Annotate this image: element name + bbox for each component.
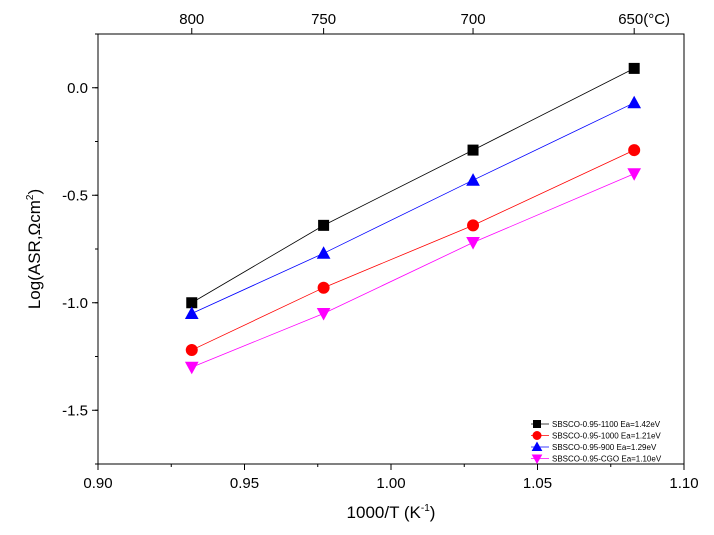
- data-point: [628, 62, 640, 74]
- y-tick-label: -1.5: [62, 402, 88, 419]
- top-temperature-axis: 800 750 700 650(°C): [179, 11, 670, 34]
- x-tick-label: 1.00: [376, 475, 405, 492]
- plot-frame: [97, 33, 685, 465]
- top-tick-label: 750: [311, 11, 336, 28]
- x-tick-label: 0.90: [83, 475, 112, 492]
- series-line: [191, 68, 635, 304]
- y-axis-ticks: 0.0 -0.5 -1.0 -1.5: [62, 33, 98, 465]
- series-group: [185, 144, 641, 357]
- series-group: [186, 62, 640, 309]
- data-point: [628, 144, 641, 157]
- series-line: [191, 173, 635, 368]
- data-point: [466, 237, 480, 250]
- legend-entry: SBSCO-0.95-1000 Ea=1.21eV: [552, 432, 661, 441]
- series-line: [191, 102, 635, 314]
- legend-marker: [531, 454, 543, 465]
- legend-entry: SBSCO-0.95-900 Ea=1.29eV: [552, 443, 657, 452]
- top-tick-label: 650(°C): [618, 11, 670, 28]
- top-tick-label: 800: [179, 11, 204, 28]
- top-tick-label: 700: [461, 11, 486, 28]
- y-tick-label: -1.0: [62, 295, 88, 312]
- data-point: [184, 306, 199, 319]
- legend-marker: [533, 420, 541, 428]
- data-point: [627, 168, 642, 181]
- data-point: [185, 344, 198, 357]
- data-point: [467, 144, 479, 156]
- y-axis-title: Log(ASR,Ωcm2): [25, 189, 44, 309]
- x-tick-label: 0.95: [230, 475, 259, 492]
- data-point: [316, 246, 331, 259]
- legend-entry: SBSCO-0.95-1100 Ea=1.42eV: [552, 420, 661, 429]
- legend-entry: SBSCO-0.95-CGO Ea=1.10eV: [552, 455, 662, 464]
- x-axis-title: 1000/T (K-1): [347, 503, 436, 522]
- data-point: [184, 361, 199, 375]
- data-point: [627, 95, 642, 109]
- y-tick-label: -0.5: [62, 187, 88, 204]
- legend-box: [526, 414, 683, 463]
- data-point: [186, 297, 198, 309]
- data-point: [316, 308, 331, 321]
- legend: SBSCO-0.95-1100 Ea=1.42eV SBSCO-0.95-1000…: [526, 414, 683, 465]
- legend-marker: [532, 431, 542, 440]
- data-point: [318, 219, 330, 231]
- y-tick-label: 0.0: [67, 80, 88, 97]
- legend-marker: [531, 441, 543, 451]
- data-point: [466, 173, 480, 186]
- series-line: [191, 149, 635, 351]
- x-axis-ticks: 0.90 0.95 1.00 1.05 1.10: [83, 464, 699, 492]
- series-layer: [184, 62, 642, 375]
- data-point: [317, 281, 330, 294]
- series-group: [184, 95, 642, 319]
- series-group: [184, 168, 642, 375]
- x-tick-label: 1.10: [669, 475, 698, 492]
- x-tick-label: 1.05: [523, 475, 552, 492]
- data-point: [467, 219, 480, 232]
